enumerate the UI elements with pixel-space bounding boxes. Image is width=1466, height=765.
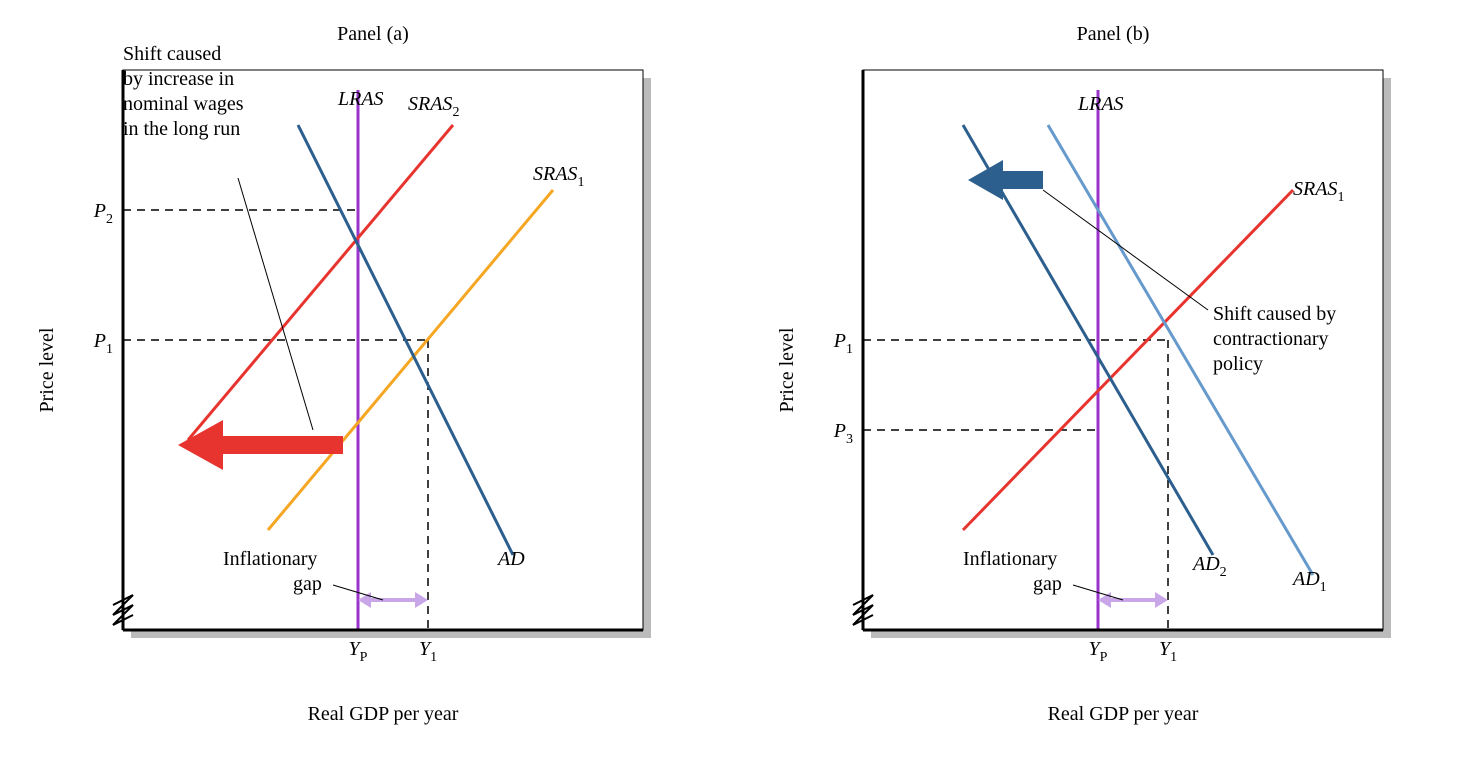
- lras-label: LRAS: [1077, 93, 1124, 115]
- panel-a: Panel (a) Shift caused by increase in no…: [13, 10, 713, 755]
- p1-label: P1: [93, 330, 113, 357]
- panel-title: Panel (b): [1077, 23, 1150, 45]
- gap-l2: gap: [1033, 573, 1062, 595]
- ann-l1: Shift caused: [123, 43, 221, 65]
- y1-label: Y1: [419, 638, 437, 665]
- ann-l1: Shift caused by: [1213, 303, 1336, 325]
- ann-l2: by increase in: [123, 68, 234, 90]
- y-axis-label: Price level: [776, 327, 798, 412]
- gap-l1: Inflationary: [963, 548, 1057, 570]
- gap-l2: gap: [293, 573, 322, 595]
- yp-label: YP: [1089, 638, 1108, 665]
- yp-label: YP: [349, 638, 368, 665]
- gap-l1: Inflationary: [223, 548, 317, 570]
- panel-title: Panel (a): [337, 23, 409, 45]
- x-axis-label: Real GDP per year: [308, 703, 459, 725]
- p3-label: P3: [833, 420, 853, 447]
- p2-label: P2: [93, 200, 113, 227]
- ann-l3: policy: [1213, 353, 1263, 375]
- lras-label: LRAS: [337, 88, 384, 110]
- x-axis-label: Real GDP per year: [1048, 703, 1199, 725]
- ann-l4: in the long run: [123, 118, 240, 140]
- p1-label: P1: [833, 330, 853, 357]
- y1-label: Y1: [1159, 638, 1177, 665]
- plot-area: [863, 70, 1383, 630]
- ad-label: AD: [496, 548, 525, 570]
- panel-b: Panel (b) LRAS SRAS1 AD1 AD2 Shift cause…: [753, 10, 1453, 755]
- ann-l2: contractionary: [1213, 328, 1329, 350]
- y-axis-label: Price level: [36, 327, 58, 412]
- plot-area: [123, 70, 643, 630]
- ann-l3: nominal wages: [123, 93, 244, 115]
